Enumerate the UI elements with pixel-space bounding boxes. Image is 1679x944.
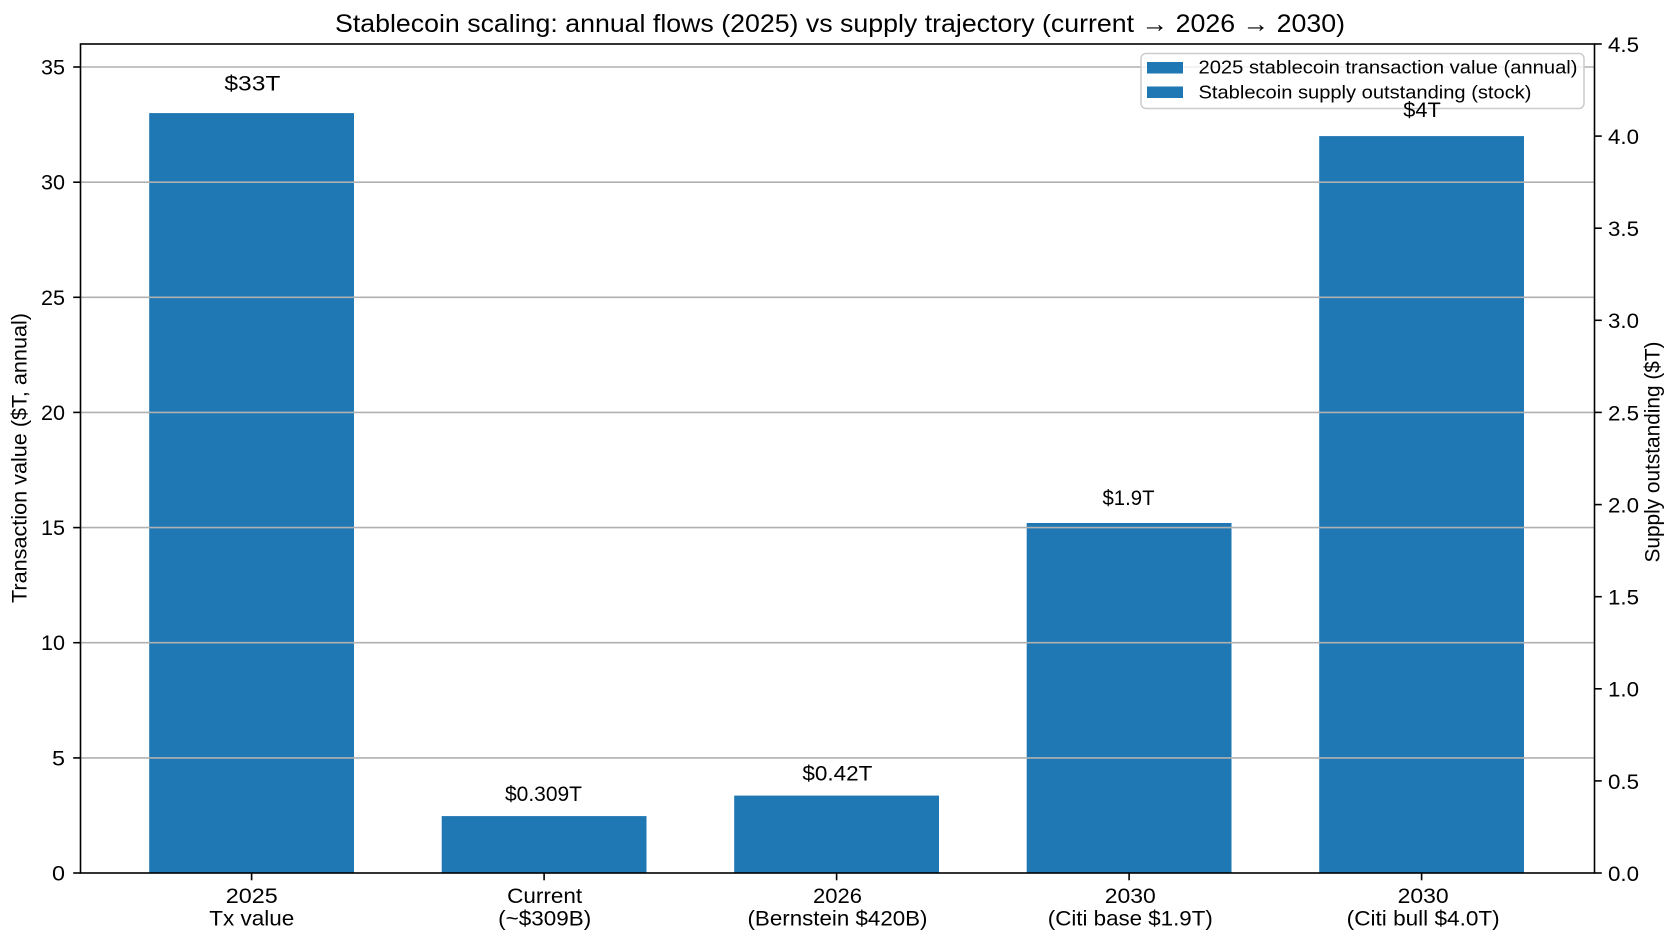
svg-text:2025 stablecoin transaction va: 2025 stablecoin transaction value (annua… (1199, 57, 1578, 77)
svg-text:0.0: 0.0 (1608, 863, 1639, 886)
svg-text:1.5: 1.5 (1608, 587, 1639, 610)
svg-text:2025: 2025 (226, 885, 278, 908)
svg-text:25: 25 (41, 287, 65, 310)
svg-text:4.0: 4.0 (1608, 126, 1639, 149)
svg-text:2030: 2030 (1398, 885, 1449, 908)
svg-text:2.5: 2.5 (1608, 402, 1639, 425)
svg-text:2.0: 2.0 (1608, 495, 1639, 518)
svg-text:3.5: 3.5 (1608, 218, 1639, 241)
svg-text:$0.309T: $0.309T (505, 783, 582, 806)
svg-text:1.0: 1.0 (1608, 679, 1639, 702)
svg-text:35: 35 (41, 57, 65, 80)
svg-text:Transaction value ($T, annual): Transaction value ($T, annual) (9, 313, 32, 603)
svg-text:(Citi base $1.9T): (Citi base $1.9T) (1048, 908, 1213, 931)
svg-text:20: 20 (41, 402, 65, 425)
svg-text:15: 15 (41, 517, 65, 540)
svg-text:$4T: $4T (1403, 99, 1441, 122)
svg-text:0: 0 (52, 863, 65, 886)
svg-text:3.0: 3.0 (1608, 310, 1639, 333)
svg-text:Stablecoin scaling: annual flo: Stablecoin scaling: annual flows (2025) … (335, 10, 1345, 38)
svg-text:5: 5 (52, 747, 65, 770)
svg-text:Supply outstanding ($T): Supply outstanding ($T) (1642, 342, 1665, 563)
svg-text:30: 30 (41, 172, 65, 195)
svg-text:2026: 2026 (813, 885, 862, 908)
svg-text:Stablecoin supply outstanding: Stablecoin supply outstanding (stock) (1199, 82, 1532, 102)
svg-text:10: 10 (41, 632, 65, 655)
svg-text:Tx value: Tx value (209, 908, 294, 931)
svg-text:Current: Current (507, 885, 582, 908)
svg-text:2030: 2030 (1105, 885, 1156, 908)
svg-text:4.5: 4.5 (1608, 34, 1639, 57)
svg-text:(Citi bull $4.0T): (Citi bull $4.0T) (1347, 908, 1500, 931)
svg-text:$0.42T: $0.42T (802, 763, 872, 786)
svg-text:0.5: 0.5 (1608, 771, 1639, 794)
svg-text:(~$309B): (~$309B) (498, 908, 591, 931)
svg-text:$33T: $33T (224, 73, 280, 96)
svg-text:$1.9T: $1.9T (1103, 487, 1155, 510)
svg-text:(Bernstein $420B): (Bernstein $420B) (748, 908, 928, 931)
